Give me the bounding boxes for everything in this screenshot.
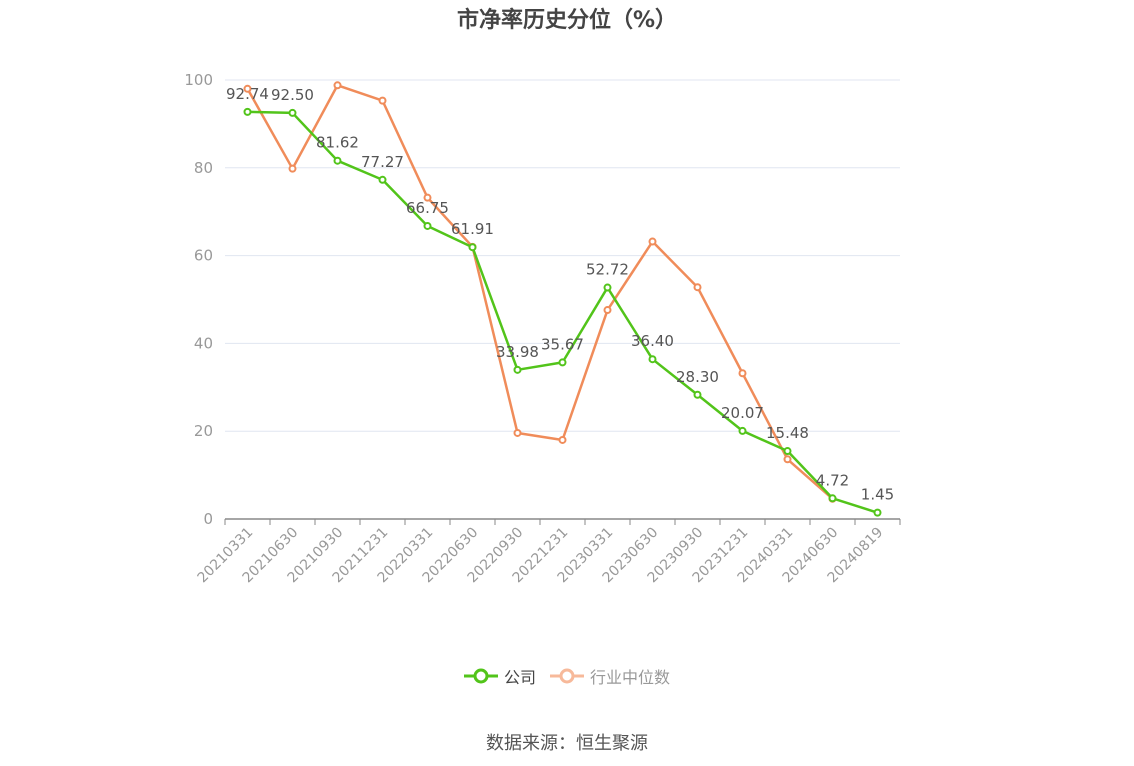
data-label: 92.50: [271, 86, 314, 104]
legend-line-circle-icon: [463, 668, 498, 684]
data-point: [288, 108, 297, 117]
data-label: 15.48: [766, 424, 809, 442]
grid-layer: [225, 79, 900, 432]
data-point: [693, 283, 702, 292]
data-point: [828, 494, 837, 503]
data-label: 33.98: [496, 343, 539, 361]
data-point: [738, 426, 747, 435]
data-point: [243, 107, 252, 116]
data-label: 20.07: [721, 404, 764, 422]
y-tick-label: 20: [194, 422, 213, 440]
data-point: [783, 447, 792, 456]
y-tick-label: 40: [194, 334, 213, 352]
source-note: 数据来源：恒生聚源: [486, 733, 648, 754]
data-point: [648, 237, 657, 246]
line-chart: 0204060801002021033120210630202109302021…: [184, 71, 901, 586]
series-layer: [243, 81, 882, 517]
data-label: 35.67: [541, 335, 584, 353]
data-point: [558, 358, 567, 367]
data-point: [603, 283, 612, 292]
data-point: [738, 369, 747, 378]
data-point: [243, 84, 252, 93]
data-label: 52.72: [586, 261, 629, 279]
y-tick-label: 100: [184, 71, 213, 89]
y-tick-label: 80: [194, 159, 213, 177]
data-point: [333, 156, 342, 165]
data-point: [693, 390, 702, 399]
data-point: [603, 306, 612, 315]
data-label: 28.30: [676, 368, 719, 386]
y-tick-label: 60: [194, 247, 213, 265]
legend-label: 公司: [503, 668, 536, 687]
data-point: [513, 428, 522, 437]
data-label: 66.75: [406, 199, 449, 217]
data-point: [423, 221, 432, 230]
data-point: [423, 193, 432, 202]
data-point: [648, 355, 657, 364]
data-point: [783, 455, 792, 464]
data-label: 92.74: [226, 85, 269, 103]
data-point: [558, 435, 567, 444]
data-label: 77.27: [361, 153, 404, 171]
data-point: [468, 243, 477, 252]
data-point: [288, 164, 297, 173]
data-label: 81.62: [316, 134, 359, 152]
data-label: 61.91: [451, 220, 494, 238]
data-point: [873, 508, 882, 517]
axis-layer: 0204060801002021033120210630202109302021…: [184, 71, 901, 586]
data-point: [513, 365, 522, 374]
data-point: [333, 81, 342, 90]
chart-title: 市净率历史分位（%）: [456, 8, 678, 33]
data-label: 1.45: [861, 486, 894, 504]
y-tick-label: 0: [203, 510, 213, 528]
legend-line-circle-icon: [550, 668, 584, 684]
legend-item[interactable]: 行业中位数: [550, 664, 670, 688]
legend-label: 行业中位数: [590, 668, 671, 687]
data-point: [378, 175, 387, 184]
legend-item[interactable]: 公司: [463, 664, 536, 688]
data-label: 4.72: [816, 471, 849, 489]
data-point: [378, 96, 387, 105]
data-label: 36.40: [631, 332, 674, 350]
series-line-1: [246, 84, 834, 500]
legend: 公司 行业中位数: [0, 664, 1134, 688]
